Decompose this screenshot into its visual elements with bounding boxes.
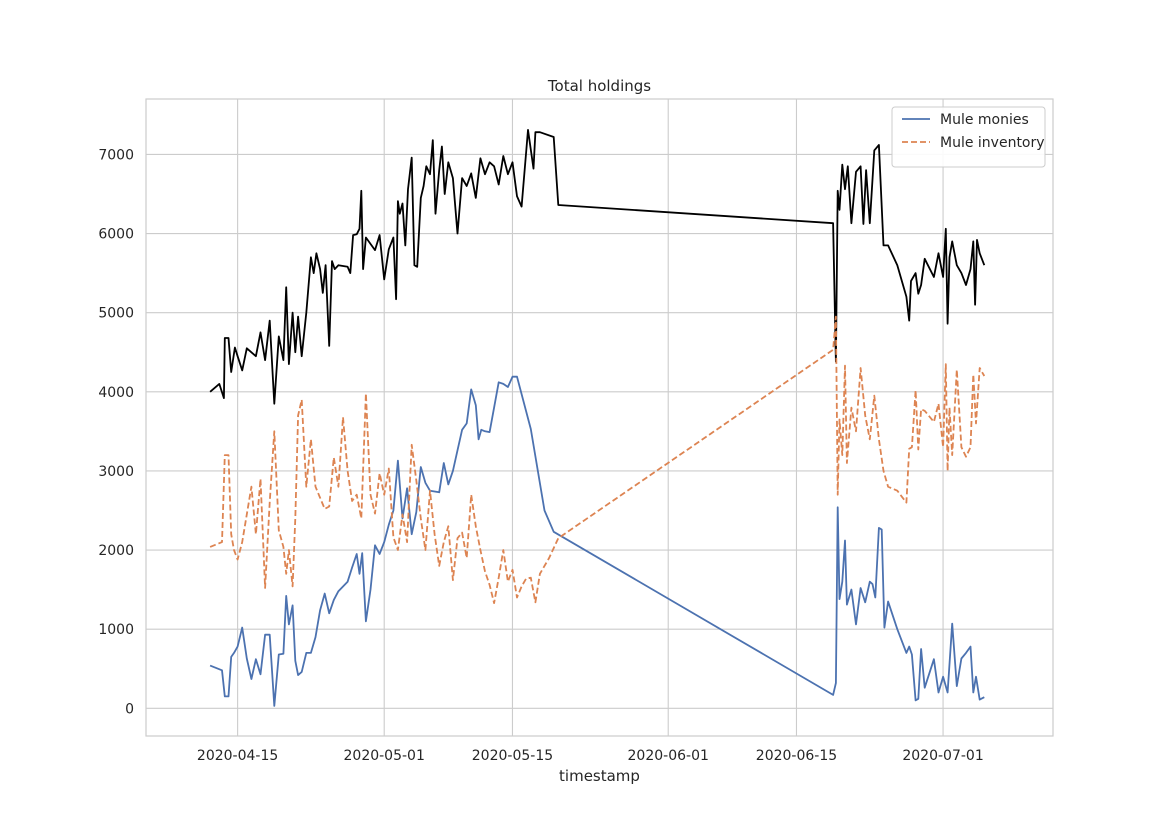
x-tick-label: 2020-04-15 [197, 748, 278, 764]
legend-label-inventory: Mule inventory [940, 135, 1045, 151]
y-tick-label: 7000 [98, 147, 134, 163]
series-line-inventory [209, 315, 986, 604]
x-tick-label: 2020-06-15 [756, 748, 837, 764]
series-line-total [209, 129, 986, 405]
series-layer [209, 129, 986, 707]
y-tick-label: 6000 [98, 227, 134, 243]
y-tick-label: 0 [125, 701, 134, 717]
y-axis-ticks: 0 1000 2000 3000 4000 5000 6000 7000 [98, 147, 134, 717]
legend-label-monies: Mule monies [940, 112, 1029, 128]
x-axis-ticks: 2020-04-15 2020-05-01 2020-05-15 2020-06-01… [197, 748, 984, 764]
y-tick-label: 5000 [98, 306, 134, 322]
series-line-monies [209, 375, 985, 707]
plot-area [145, 98, 1054, 737]
y-tick-label: 1000 [98, 622, 134, 638]
y-tick-label: 4000 [98, 385, 134, 401]
x-tick-label: 2020-07-01 [902, 748, 983, 764]
x-tick-label: 2020-05-15 [472, 748, 553, 764]
grid [146, 99, 1053, 736]
y-tick-label: 3000 [98, 464, 134, 480]
x-axis-label: timestamp [559, 767, 640, 785]
x-tick-label: 2020-05-01 [344, 748, 425, 764]
chart-title: Total holdings [547, 77, 651, 95]
legend-box [891, 106, 1046, 168]
y-tick-label: 2000 [98, 543, 134, 559]
legend: Mule monies Mule inventory [891, 106, 1046, 168]
x-tick-label: 2020-06-01 [628, 748, 709, 764]
